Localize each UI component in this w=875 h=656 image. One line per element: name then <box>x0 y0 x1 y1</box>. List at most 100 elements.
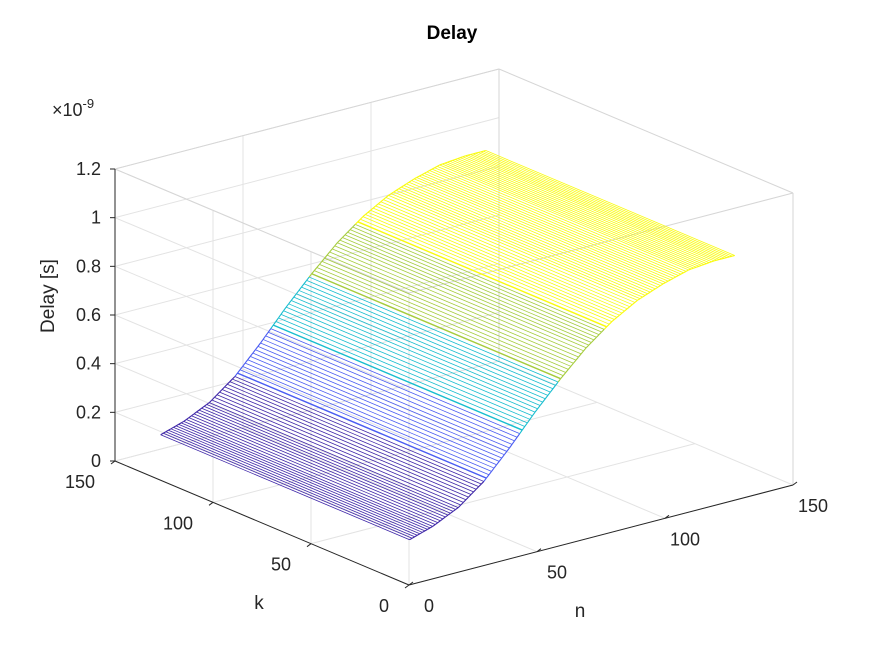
mesh-edge <box>354 221 359 225</box>
mesh-edge <box>465 154 469 157</box>
y-tick-label: 150 <box>65 472 95 492</box>
mesh-edge <box>344 231 348 236</box>
mesh-edge <box>598 331 602 336</box>
mesh-line <box>298 290 548 396</box>
mesh-edge <box>429 525 433 529</box>
mesh-line <box>285 306 536 413</box>
mesh-edge <box>447 512 451 516</box>
mesh-line <box>191 415 441 522</box>
mesh-line <box>447 161 697 268</box>
mesh-line <box>385 197 636 303</box>
mesh-edge <box>511 440 516 445</box>
mesh-edge <box>308 273 313 278</box>
box-edge <box>114 168 410 294</box>
mesh-edge <box>372 205 377 209</box>
mesh-line <box>219 391 469 498</box>
mesh-edge <box>590 339 595 343</box>
mesh-line <box>334 245 584 352</box>
mesh-line <box>178 424 428 530</box>
mesh-edge <box>249 352 254 357</box>
mesh-edge <box>419 531 423 535</box>
mesh-edge <box>519 429 523 434</box>
mesh-edge <box>616 314 620 318</box>
mesh-edge <box>457 504 462 508</box>
z-exponent-label: ×10-9 <box>52 96 94 120</box>
mesh-edge <box>226 381 231 385</box>
mesh-edge <box>496 461 500 466</box>
mesh-edge <box>318 260 323 265</box>
mesh-edge <box>193 411 197 415</box>
mesh-line <box>411 180 661 286</box>
mesh-edge <box>424 528 428 532</box>
mesh-edge <box>334 242 338 247</box>
mesh-edge <box>542 398 546 403</box>
mesh-edge <box>367 209 371 213</box>
mesh-edge <box>201 405 205 409</box>
mesh-edge <box>244 359 249 364</box>
mesh-edge <box>580 350 585 355</box>
mesh-line <box>257 345 508 452</box>
mesh-line <box>196 411 446 518</box>
mesh-line <box>349 229 600 336</box>
mesh-edge <box>649 290 654 293</box>
mesh-line <box>255 349 505 456</box>
mesh-edge <box>411 178 415 182</box>
mesh-edge <box>439 163 443 166</box>
mesh-line <box>326 254 577 361</box>
mesh-line <box>360 218 610 325</box>
mesh-edge <box>437 520 441 524</box>
mesh-edge <box>460 501 464 506</box>
mesh-edge <box>185 417 190 420</box>
mesh-line <box>344 234 595 341</box>
mesh-edge <box>288 300 292 305</box>
mesh-edge <box>427 527 431 530</box>
z-exponent-base: ×10 <box>52 100 83 120</box>
mesh-line <box>252 352 502 459</box>
mesh-edge <box>619 312 623 316</box>
mesh-edge <box>624 308 628 312</box>
mesh-edge <box>675 275 679 278</box>
mesh-line <box>160 434 410 541</box>
mesh-edge <box>377 201 382 205</box>
mesh-edge <box>395 188 400 191</box>
mesh-line <box>303 283 554 390</box>
surface-mesh <box>160 149 735 541</box>
mesh-edge <box>578 353 582 358</box>
mesh-line <box>416 177 666 283</box>
mesh-edge <box>277 314 282 319</box>
x-axis-label: n <box>575 601 586 622</box>
mesh-edge <box>429 168 433 172</box>
mesh-edge <box>601 329 605 333</box>
mesh-line <box>165 431 415 538</box>
mesh-edge <box>370 207 374 211</box>
x-axis-line <box>408 484 794 586</box>
mesh-line <box>291 300 541 406</box>
mesh-line <box>477 152 728 258</box>
mesh-edge <box>457 157 461 160</box>
mesh-edge <box>375 203 379 207</box>
mesh-edge <box>588 342 592 346</box>
mesh-edge <box>685 269 689 272</box>
mesh-edge <box>680 272 684 275</box>
mesh-line <box>393 191 643 298</box>
mesh-line <box>163 432 413 539</box>
mesh-edge <box>667 279 671 282</box>
mesh-edge <box>231 376 236 380</box>
mesh-line <box>321 260 572 367</box>
mesh-edge <box>567 365 572 370</box>
mesh-line <box>375 205 625 312</box>
mesh-edge <box>593 336 597 341</box>
mesh-edge <box>188 415 192 419</box>
mesh-edge <box>729 255 733 258</box>
mesh-line <box>362 216 612 322</box>
mesh-line <box>296 293 546 400</box>
mesh-line <box>247 359 497 466</box>
mesh-edge <box>524 422 528 427</box>
mesh-edge <box>534 408 539 413</box>
mesh-line <box>301 286 551 393</box>
mesh-edge <box>247 356 251 361</box>
mesh-edge <box>493 464 498 469</box>
mesh-edge <box>442 162 446 165</box>
mesh-edge <box>393 189 397 193</box>
mesh-line <box>268 331 518 438</box>
